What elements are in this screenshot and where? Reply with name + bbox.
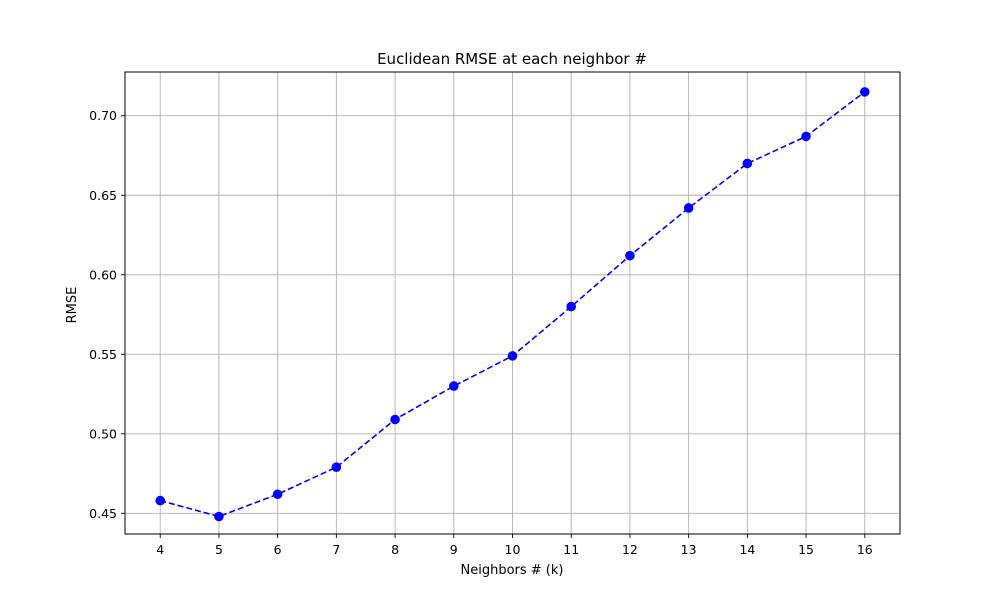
- plot-frame: [124, 71, 901, 535]
- data-point-k8: [390, 414, 400, 425]
- data-series: [155, 87, 870, 522]
- x-tick-label: 16: [857, 542, 873, 557]
- data-point-k7: [331, 462, 342, 473]
- x-tick-label: 11: [563, 542, 579, 557]
- x-tick-label: 10: [505, 542, 521, 557]
- x-tick-label: 4: [156, 542, 164, 557]
- data-point-k4: [155, 495, 166, 506]
- y-axis-label: RMSE: [65, 287, 80, 324]
- data-point-k5: [214, 511, 224, 522]
- data-point-k10: [507, 351, 518, 361]
- y-tick-label: 0.65: [89, 188, 117, 203]
- data-point-k9: [448, 381, 459, 391]
- x-tick-label: 15: [798, 542, 814, 557]
- y-tick-label: 0.45: [89, 506, 117, 521]
- x-tick-label: 6: [274, 542, 282, 557]
- x-tick-label: 7: [332, 542, 340, 557]
- x-tick-label: 8: [391, 542, 399, 557]
- x-tick-label: 5: [215, 542, 223, 557]
- data-point-k15: [801, 131, 811, 142]
- y-tick-label: 0.55: [89, 347, 117, 362]
- data-point-k13: [683, 203, 694, 213]
- grid-lines: [125, 72, 900, 534]
- data-point-k6: [272, 489, 283, 500]
- data-point-k12: [625, 250, 635, 261]
- y-tick-label: 0.60: [89, 267, 117, 282]
- axis-ticks: 4 5 6 7 8 9 10 11 12 13 14 15 16 0.45 0.50 0.55 0.60 0.65…: [89, 108, 873, 557]
- x-tick-label: 13: [681, 542, 697, 557]
- chart-title: Euclidean RMSE at each neighbor #: [377, 50, 647, 68]
- data-point-k14: [742, 158, 753, 169]
- x-tick-label: 12: [622, 542, 638, 557]
- x-axis-label: Neighbors # (k): [461, 563, 564, 578]
- y-tick-label: 0.50: [89, 426, 117, 441]
- data-point-k11: [566, 301, 577, 312]
- x-tick-label: 9: [450, 542, 458, 557]
- y-tick-label: 0.70: [89, 108, 117, 123]
- data-point-k16: [859, 87, 870, 97]
- x-tick-label: 14: [739, 542, 755, 557]
